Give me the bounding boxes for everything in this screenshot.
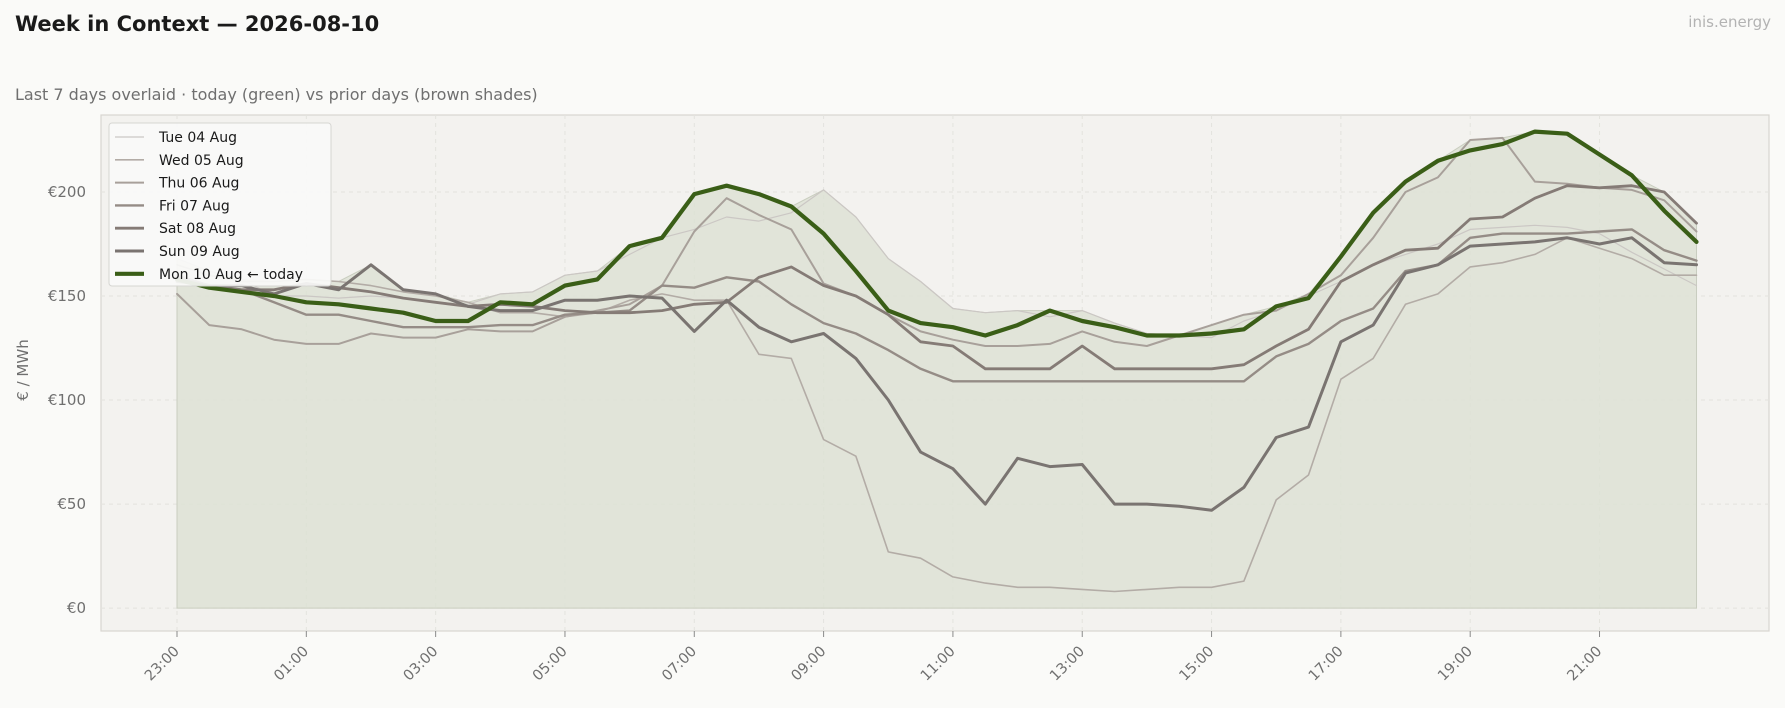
y-tick-label: €150 [48, 287, 86, 305]
x-tick-label: 07:00 [659, 644, 700, 685]
x-tick-label: 05:00 [530, 644, 571, 685]
brand-label: inis.energy [1688, 13, 1771, 31]
x-tick-label: 17:00 [1306, 644, 1347, 685]
legend-entry: Mon 10 Aug ← today [159, 267, 303, 283]
y-axis-label: € / MWh [14, 339, 32, 400]
y-tick-label: €50 [57, 495, 86, 513]
legend-entry: Sat 08 Aug [159, 221, 236, 237]
series-line-mon-10-aug [174, 129, 1699, 338]
x-tick-label: 21:00 [1564, 644, 1605, 685]
x-tick-label: 03:00 [401, 644, 442, 685]
series-line-thu-06-aug [176, 136, 1698, 347]
y-tick-label: €200 [48, 183, 86, 201]
chart-subtitle: Last 7 days overlaid · today (green) vs … [15, 85, 538, 104]
x-tick-label: 15:00 [1177, 644, 1218, 685]
y-tick-label: €0 [67, 599, 86, 617]
chart-title: Week in Context — 2026-08-10 [15, 12, 380, 36]
series-line-sat-08-aug [175, 184, 1698, 371]
x-tick-label: 11:00 [918, 644, 959, 685]
legend-entry: Fri 07 Aug [159, 198, 230, 214]
x-tick-label: 23:00 [142, 644, 183, 685]
legend-entry: Tue 04 Aug [158, 130, 237, 146]
legend-entry: Sun 09 Aug [159, 244, 240, 260]
legend-entry: Thu 06 Aug [158, 176, 239, 192]
x-tick-label: 09:00 [789, 644, 830, 685]
series-line-sun-09-aug [175, 236, 1698, 512]
y-tick-label: €100 [48, 391, 86, 409]
legend-box [108, 122, 332, 287]
series-line-wed-05-aug [176, 237, 1698, 593]
legend-entry: Wed 05 Aug [159, 153, 244, 169]
x-tick-label: 01:00 [271, 644, 312, 685]
x-tick-label: 19:00 [1435, 644, 1476, 685]
x-tick-label: 13:00 [1047, 644, 1088, 685]
